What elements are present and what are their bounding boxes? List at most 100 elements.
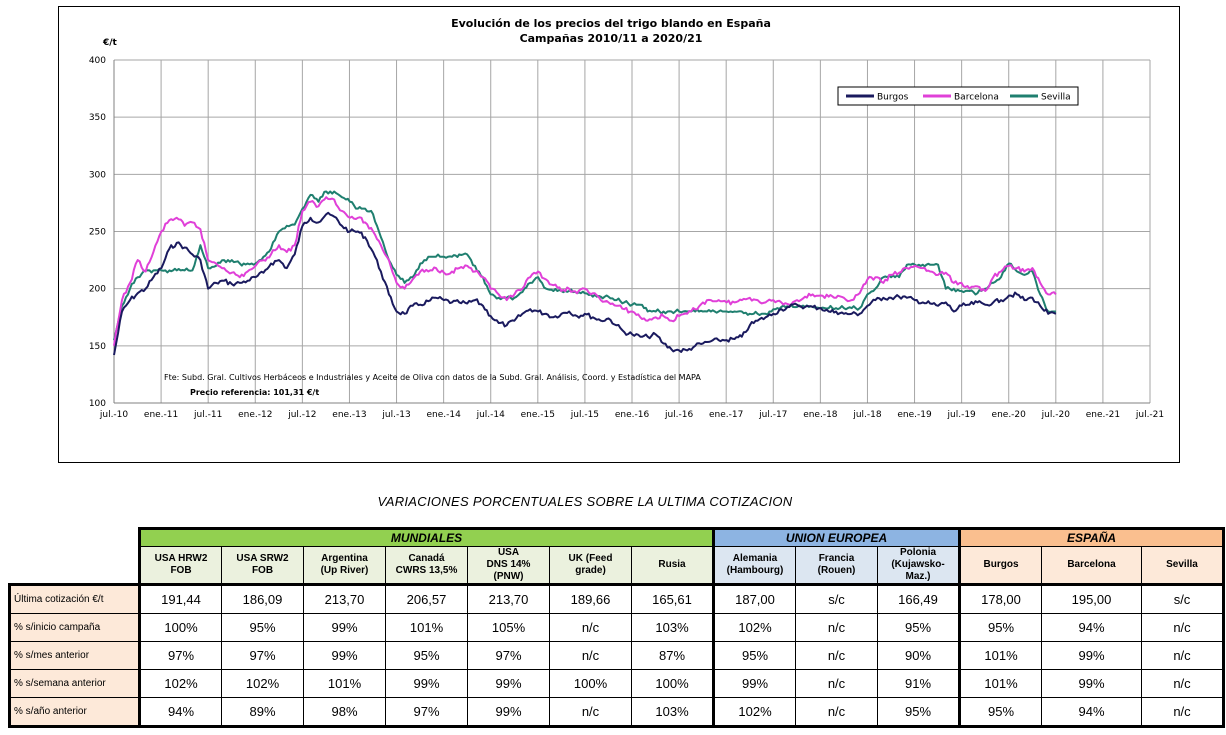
y-tick-label: 300 [89,170,106,180]
table-caption: VARIACIONES PORCENTUALES SOBRE LA ULTIMA… [377,494,793,509]
legend-box [837,86,1079,106]
table-cell: 94% [1041,697,1142,728]
source-note: Fte: Subd. Gral. Cultivos Herbáceos e In… [164,373,701,382]
x-tick-label: jul.-19 [947,410,977,420]
column-header: Polonia (Kujawsko- Maz.) [877,546,961,586]
row-label: Última cotización €/t [8,583,140,614]
column-header: Alemania (Hambourg) [712,546,796,586]
x-tick-label: ene.-18 [803,410,838,420]
y-tick-label: 250 [89,228,106,238]
table-cell: 213,70 [303,584,386,614]
table-row: % s/semana anterior 102% 102% 101% 99% 99% 100… [8,669,1225,698]
x-tick-label: jul.-14 [476,410,506,420]
table-cell: 99% [712,669,796,698]
x-tick-label: ene.-11 [144,410,178,420]
table-cell: 87% [631,641,715,670]
x-tick-label: jul.-11 [193,410,222,420]
x-tick-label: jul.-17 [758,410,787,420]
table-cell: 99% [467,669,550,698]
table-cell: 99% [467,697,550,728]
table-cell: 94% [138,697,222,728]
table-cell: n/c [1141,641,1225,670]
series-line-burgos [113,211,1057,356]
series-line-barcelona [113,196,1057,346]
x-tick-label: ene.-15 [521,410,555,420]
table-cell: 95% [877,697,961,728]
x-tick-label: ene.-12 [238,410,272,420]
column-header: Canadá CWRS 13,5% [385,546,468,586]
table-cell: 178,00 [958,584,1042,614]
table-row: % s/año anterior 94% 89% 98% 97% 99% n/c 103% 10… [8,697,1225,728]
table-cell: 91% [877,669,961,698]
x-tick-label: jul.-15 [570,410,599,420]
table-cell: 97% [221,641,304,670]
table-cell: 189,66 [549,584,632,614]
table-cell: 97% [467,641,550,670]
table-cell: 103% [631,697,715,728]
table-cell: n/c [795,669,878,698]
table-cell: 165,61 [631,584,715,614]
column-header: UK (Feed grade) [549,546,632,586]
price-chart: Evolución de los precios del trigo bland… [89,17,1164,420]
table-cell: 90% [877,641,961,670]
table-cell: s/c [795,584,878,614]
table-cell: 206,57 [385,584,468,614]
table-cell: 213,70 [467,584,550,614]
x-tick-label: jul.-21 [1135,410,1164,420]
table-cell: 95% [958,697,1042,728]
table-row: % s/inicio campaña 100% 95% 99% 101% 105% n/c 1… [8,613,1225,642]
table-cell: 186,09 [221,584,304,614]
table-cell: n/c [795,613,878,642]
row-label: % s/semana anterior [8,669,140,698]
column-header: USA SRW2 FOB [221,546,304,586]
reference-note: Precio referencia: 101,31 €/t [190,388,319,397]
column-header: Rusia [631,546,715,586]
x-tick-label: ene.-14 [426,410,461,420]
table-cell: 99% [1041,669,1142,698]
x-tick-label: ene.-13 [332,410,366,420]
x-tick-label: jul.-20 [1041,410,1071,420]
table-cell: n/c [549,641,632,670]
column-header: Argentina (Up River) [303,546,386,586]
table-cell: 103% [631,613,715,642]
chart-legend: Burgos Barcelona Sevilla [837,86,1079,106]
x-tick-label: ene.-19 [897,410,932,420]
x-tick-label: jul.-12 [287,410,316,420]
group-header-es: ESPAÑA [958,527,1225,547]
series-line-sevilla [113,190,1056,341]
table-cell: 95% [221,613,304,642]
table-row: % s/mes anterior 97% 97% 99% 95% 97% n/c 87% 95%… [8,641,1225,670]
table-cell: 95% [385,641,468,670]
x-tick-label: ene.-17 [709,410,743,420]
table-cell: 89% [221,697,304,728]
variations-table: MUNDIALES UNION EUROPEA ESPAÑA USA HRW2 FOB… [8,527,1225,728]
table-cell: n/c [549,697,632,728]
table-cell: 95% [958,613,1042,642]
table-cell: n/c [1141,697,1225,728]
table-cell: 98% [303,697,386,728]
y-tick-label: 100 [89,399,106,409]
y-axis-label: €/t [102,38,118,48]
column-header: Sevilla [1141,546,1225,586]
column-header: USA HRW2 FOB [138,546,222,586]
table-cell: 99% [303,613,386,642]
table-cell: 105% [467,613,550,642]
series-layer [113,190,1057,356]
y-tick-label: 150 [89,342,106,352]
row-label: % s/inicio campaña [8,613,140,642]
column-header: Burgos [958,546,1042,586]
tick-layer: 100 150 200 250 300 350 400 jul.-10 ene.-11 jul.-… [89,56,1164,420]
x-tick-label: jul.-16 [664,410,694,420]
table-row: Última cotización €/t 191,44 186,09 213,70 2… [8,583,1225,614]
table-cell: s/c [1141,584,1225,614]
table-cell: 101% [958,641,1042,670]
table-cell: 102% [138,669,222,698]
table-cell: 99% [1041,641,1142,670]
table-cell: 101% [385,613,468,642]
chart-title: Evolución de los precios del trigo bland… [451,17,771,30]
legend-label-barcelona: Barcelona [954,93,999,103]
legend-label-burgos: Burgos [877,93,909,103]
table-cell: 97% [385,697,468,728]
x-tick-label: ene.-16 [615,410,650,420]
column-header: USA DNS 14% (PNW) [467,546,550,586]
